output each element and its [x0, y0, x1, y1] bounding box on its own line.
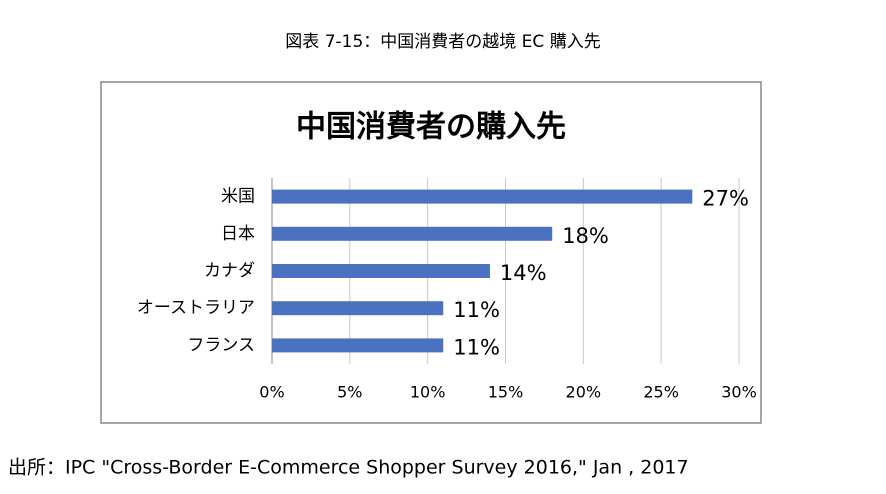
- value-label: 18%: [562, 224, 609, 248]
- value-label: 11%: [453, 335, 500, 359]
- value-label: 11%: [453, 298, 500, 322]
- bar: [272, 301, 444, 316]
- y-tick-label: 日本: [221, 224, 255, 244]
- x-tick-label: 10%: [410, 383, 446, 402]
- bar: [272, 264, 490, 278]
- source: 出所：IPC "Cross-Border E-Commerce Shopper …: [8, 457, 689, 479]
- x-tick-label: 25%: [643, 383, 679, 402]
- x-tick-label: 0%: [259, 383, 284, 402]
- figure-caption: 図表 7-15：中国消費者の越境 EC 購入先: [285, 32, 600, 52]
- y-tick-label: カナダ: [204, 261, 255, 281]
- chart-frame: [100, 81, 762, 424]
- y-tick-label: フランス: [187, 335, 255, 355]
- bar: [272, 338, 444, 353]
- x-tick-label: 15%: [488, 383, 524, 402]
- value-label: 14%: [500, 261, 547, 285]
- bar: [272, 189, 693, 204]
- bar: [272, 226, 553, 241]
- chart-title: 中国消費者の購入先: [296, 110, 566, 145]
- value-label: 27%: [702, 187, 749, 211]
- x-tick-label: 5%: [337, 383, 362, 402]
- y-tick-label: 米国: [221, 187, 255, 207]
- y-tick-label: オーストラリア: [137, 298, 255, 318]
- x-tick-label: 30%: [721, 383, 757, 402]
- x-tick-label: 20%: [566, 383, 602, 402]
